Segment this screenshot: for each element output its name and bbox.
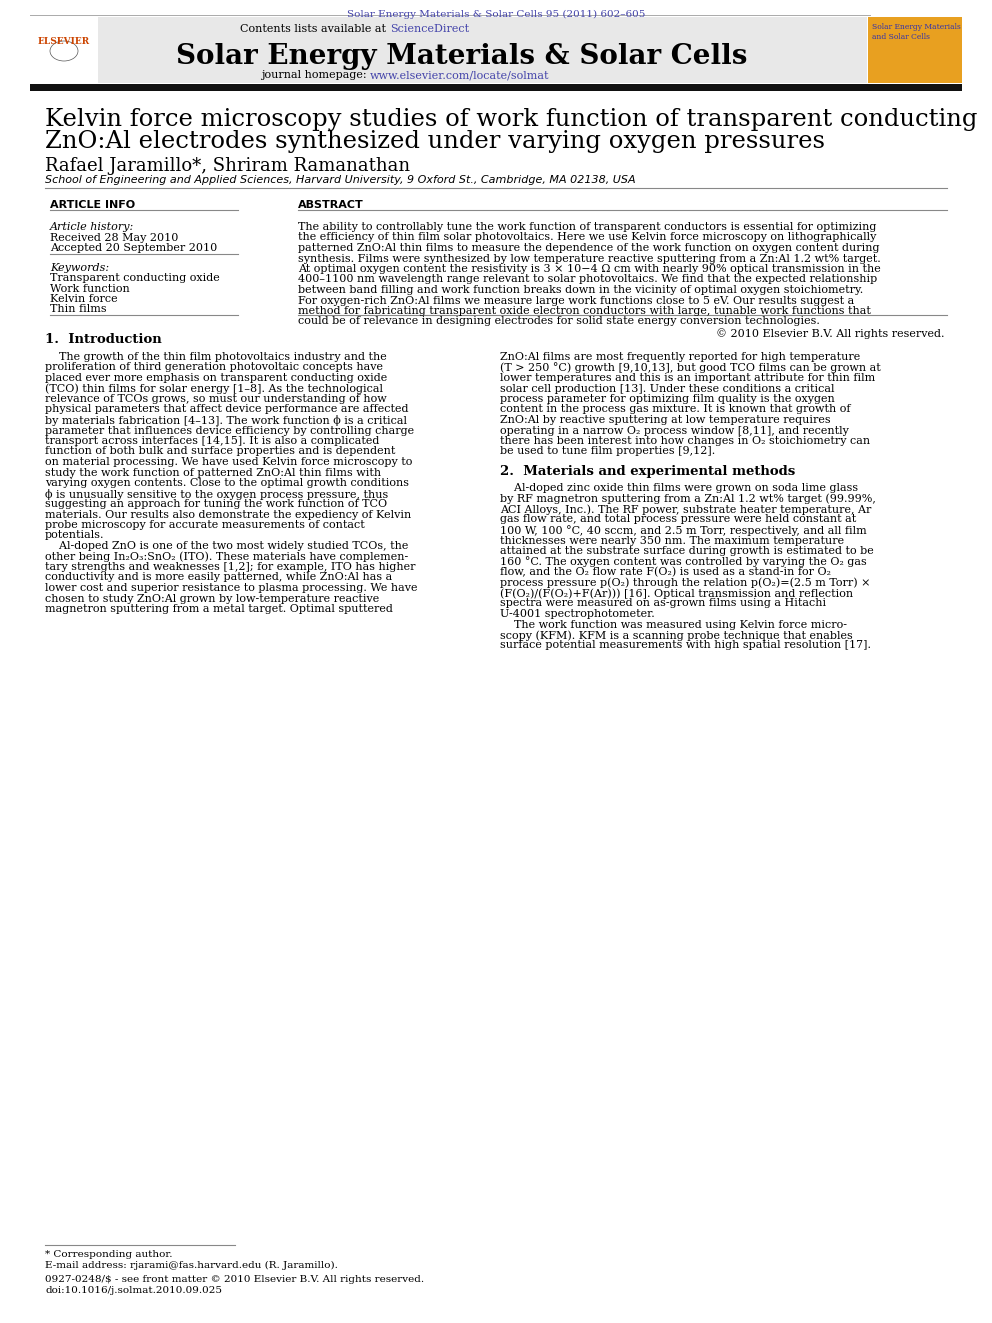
Text: 160 °C. The oxygen content was controlled by varying the O₂ gas: 160 °C. The oxygen content was controlle… xyxy=(500,557,867,568)
Text: be used to tune film properties [9,12].: be used to tune film properties [9,12]. xyxy=(500,446,715,456)
Text: Kelvin force microscopy studies of work function of transparent conducting: Kelvin force microscopy studies of work … xyxy=(45,108,977,131)
Text: Keywords:: Keywords: xyxy=(50,263,109,273)
Text: between band filling and work function breaks down in the vicinity of optimal ox: between band filling and work function b… xyxy=(298,284,863,295)
Text: Transparent conducting oxide: Transparent conducting oxide xyxy=(50,273,220,283)
Text: physical parameters that affect device performance are affected: physical parameters that affect device p… xyxy=(45,405,409,414)
Text: 0927-0248/$ - see front matter © 2010 Elsevier B.V. All rights reserved.: 0927-0248/$ - see front matter © 2010 El… xyxy=(45,1275,425,1285)
Text: Al-doped ZnO is one of the two most widely studied TCOs, the: Al-doped ZnO is one of the two most wide… xyxy=(45,541,409,550)
Text: The growth of the thin film photovoltaics industry and the: The growth of the thin film photovoltaic… xyxy=(45,352,387,363)
Text: chosen to study ZnO:Al grown by low-temperature reactive: chosen to study ZnO:Al grown by low-temp… xyxy=(45,594,379,603)
Text: conductivity and is more easily patterned, while ZnO:Al has a: conductivity and is more easily patterne… xyxy=(45,573,392,582)
Text: Solar Energy Materials
and Solar Cells: Solar Energy Materials and Solar Cells xyxy=(872,22,961,41)
Text: 1.  Introduction: 1. Introduction xyxy=(45,333,162,347)
Text: ZnO:Al by reactive sputtering at low temperature requires: ZnO:Al by reactive sputtering at low tem… xyxy=(500,415,830,425)
Text: Kelvin force: Kelvin force xyxy=(50,294,118,304)
Text: (TCO) thin films for solar energy [1–8]. As the technological: (TCO) thin films for solar energy [1–8].… xyxy=(45,384,383,394)
Text: probe microscopy for accurate measurements of contact: probe microscopy for accurate measuremen… xyxy=(45,520,365,531)
Bar xyxy=(57,17,867,83)
Text: (F(O₂)/(F(O₂)+F(Ar))) [16]. Optical transmission and reflection: (F(O₂)/(F(O₂)+F(Ar))) [16]. Optical tran… xyxy=(500,587,853,598)
Text: (T > 250 °C) growth [9,10,13], but good TCO films can be grown at: (T > 250 °C) growth [9,10,13], but good … xyxy=(500,363,881,373)
Text: thicknesses were nearly 350 nm. The maximum temperature: thicknesses were nearly 350 nm. The maxi… xyxy=(500,536,844,545)
Text: operating in a narrow O₂ process window [8,11], and recently: operating in a narrow O₂ process window … xyxy=(500,426,849,435)
Text: Rafael Jaramillo*, Shriram Ramanathan: Rafael Jaramillo*, Shriram Ramanathan xyxy=(45,157,410,175)
Text: ACI Alloys, Inc.). The RF power, substrate heater temperature, Ar: ACI Alloys, Inc.). The RF power, substra… xyxy=(500,504,871,515)
Text: magnetron sputtering from a metal target. Optimal sputtered: magnetron sputtering from a metal target… xyxy=(45,605,393,614)
Text: journal homepage:: journal homepage: xyxy=(261,70,370,79)
Text: function of both bulk and surface properties and is dependent: function of both bulk and surface proper… xyxy=(45,446,396,456)
Text: synthesis. Films were synthesized by low temperature reactive sputtering from a : synthesis. Films were synthesized by low… xyxy=(298,254,881,263)
Text: on material processing. We have used Kelvin force microscopy to: on material processing. We have used Kel… xyxy=(45,456,413,467)
Text: patterned ZnO:Al thin films to measure the dependence of the work function on ox: patterned ZnO:Al thin films to measure t… xyxy=(298,243,880,253)
Text: The ability to controllably tune the work function of transparent conductors is : The ability to controllably tune the wor… xyxy=(298,222,876,232)
Text: School of Engineering and Applied Sciences, Harvard University, 9 Oxford St., Ca: School of Engineering and Applied Scienc… xyxy=(45,175,636,185)
Text: varying oxygen contents. Close to the optimal growth conditions: varying oxygen contents. Close to the op… xyxy=(45,478,409,488)
Text: Thin films: Thin films xyxy=(50,304,106,315)
Text: tary strengths and weaknesses [1,2]; for example, ITO has higher: tary strengths and weaknesses [1,2]; for… xyxy=(45,562,416,572)
Text: At optimal oxygen content the resistivity is 3 × 10−4 Ω cm with nearly 90% optic: At optimal oxygen content the resistivit… xyxy=(298,265,881,274)
Text: ELSEVIER: ELSEVIER xyxy=(38,37,90,46)
Text: there has been interest into how changes in O₂ stoichiometry can: there has been interest into how changes… xyxy=(500,437,870,446)
Text: lower cost and superior resistance to plasma processing. We have: lower cost and superior resistance to pl… xyxy=(45,583,418,593)
Text: 2.  Materials and experimental methods: 2. Materials and experimental methods xyxy=(500,464,796,478)
Text: potentials.: potentials. xyxy=(45,531,104,541)
Text: scopy (KFM). KFM is a scanning probe technique that enables: scopy (KFM). KFM is a scanning probe tec… xyxy=(500,630,853,640)
Text: For oxygen-rich ZnO:Al films we measure large work functions close to 5 eV. Our : For oxygen-rich ZnO:Al films we measure … xyxy=(298,295,854,306)
Text: ϕ is unusually sensitive to the oxygen process pressure, thus: ϕ is unusually sensitive to the oxygen p… xyxy=(45,488,388,500)
Text: proliferation of third generation photovoltaic concepts have: proliferation of third generation photov… xyxy=(45,363,383,373)
Text: U-4001 spectrophotometer.: U-4001 spectrophotometer. xyxy=(500,609,655,619)
Text: flow, and the O₂ flow rate F(O₂) is used as a stand-in for O₂: flow, and the O₂ flow rate F(O₂) is used… xyxy=(500,568,831,577)
Text: method for fabricating transparent oxide electron conductors with large, tunable: method for fabricating transparent oxide… xyxy=(298,306,871,316)
Text: transport across interfaces [14,15]. It is also a complicated: transport across interfaces [14,15]. It … xyxy=(45,437,379,446)
Text: the efficiency of thin film solar photovoltaics. Here we use Kelvin force micros: the efficiency of thin film solar photov… xyxy=(298,233,876,242)
Text: relevance of TCOs grows, so must our understanding of how: relevance of TCOs grows, so must our und… xyxy=(45,394,387,404)
Bar xyxy=(868,17,962,83)
Text: The work function was measured using Kelvin force micro-: The work function was measured using Kel… xyxy=(500,619,847,630)
Text: process parameter for optimizing film quality is the oxygen: process parameter for optimizing film qu… xyxy=(500,394,834,404)
Text: other being In₂O₃:SnO₂ (ITO). These materials have complemen-: other being In₂O₃:SnO₂ (ITO). These mate… xyxy=(45,552,409,562)
Text: gas flow rate, and total process pressure were held constant at: gas flow rate, and total process pressur… xyxy=(500,515,856,524)
Text: placed ever more emphasis on transparent conducting oxide: placed ever more emphasis on transparent… xyxy=(45,373,387,382)
Text: content in the process gas mixture. It is known that growth of: content in the process gas mixture. It i… xyxy=(500,405,850,414)
Text: Received 28 May 2010: Received 28 May 2010 xyxy=(50,233,179,243)
Text: ARTICLE INFO: ARTICLE INFO xyxy=(50,200,135,210)
Text: study the work function of patterned ZnO:Al thin films with: study the work function of patterned ZnO… xyxy=(45,467,381,478)
Text: process pressure p(O₂) through the relation p(O₂)=(2.5 m Torr) ×: process pressure p(O₂) through the relat… xyxy=(500,578,871,587)
Text: solar cell production [13]. Under these conditions a critical: solar cell production [13]. Under these … xyxy=(500,384,834,393)
Text: lower temperatures and this is an important attribute for thin film: lower temperatures and this is an import… xyxy=(500,373,875,382)
Text: Solar Energy Materials & Solar Cells 95 (2011) 602–605: Solar Energy Materials & Solar Cells 95 … xyxy=(347,11,645,19)
Text: suggesting an approach for tuning the work function of TCO: suggesting an approach for tuning the wo… xyxy=(45,499,387,509)
Text: ScienceDirect: ScienceDirect xyxy=(390,24,469,34)
Text: ZnO:Al films are most frequently reported for high temperature: ZnO:Al films are most frequently reporte… xyxy=(500,352,860,363)
Text: parameter that influences device efficiency by controlling charge: parameter that influences device efficie… xyxy=(45,426,414,435)
Bar xyxy=(30,83,962,91)
Text: www.elsevier.com/locate/solmat: www.elsevier.com/locate/solmat xyxy=(370,70,550,79)
Text: materials. Our results also demonstrate the expediency of Kelvin: materials. Our results also demonstrate … xyxy=(45,509,412,520)
Text: Contents lists available at: Contents lists available at xyxy=(240,24,390,34)
Text: ZnO:Al electrodes synthesized under varying oxygen pressures: ZnO:Al electrodes synthesized under vary… xyxy=(45,130,825,153)
Text: Article history:: Article history: xyxy=(50,222,134,232)
Text: 400–1100 nm wavelength range relevant to solar photovoltaics. We find that the e: 400–1100 nm wavelength range relevant to… xyxy=(298,274,877,284)
Text: ABSTRACT: ABSTRACT xyxy=(298,200,364,210)
Text: attained at the substrate surface during growth is estimated to be: attained at the substrate surface during… xyxy=(500,546,874,556)
Text: E-mail address: rjarami@fas.harvard.edu (R. Jaramillo).: E-mail address: rjarami@fas.harvard.edu … xyxy=(45,1261,338,1270)
Text: surface potential measurements with high spatial resolution [17].: surface potential measurements with high… xyxy=(500,640,871,651)
Bar xyxy=(30,17,98,83)
Text: © 2010 Elsevier B.V. All rights reserved.: © 2010 Elsevier B.V. All rights reserved… xyxy=(716,328,945,339)
Text: Al-doped zinc oxide thin films were grown on soda lime glass: Al-doped zinc oxide thin films were grow… xyxy=(500,483,858,493)
Text: Work function: Work function xyxy=(50,283,130,294)
Text: * Corresponding author.: * Corresponding author. xyxy=(45,1250,173,1259)
Text: Solar Energy Materials & Solar Cells: Solar Energy Materials & Solar Cells xyxy=(177,44,748,70)
Text: Accepted 20 September 2010: Accepted 20 September 2010 xyxy=(50,243,217,253)
Text: by RF magnetron sputtering from a Zn:Al 1.2 wt% target (99.99%,: by RF magnetron sputtering from a Zn:Al … xyxy=(500,493,876,504)
Text: spectra were measured on as-grown films using a Hitachi: spectra were measured on as-grown films … xyxy=(500,598,826,609)
Text: 100 W, 100 °C, 40 sccm, and 2.5 m Torr, respectively, and all film: 100 W, 100 °C, 40 sccm, and 2.5 m Torr, … xyxy=(500,525,867,536)
Text: could be of relevance in designing electrodes for solid state energy conversion : could be of relevance in designing elect… xyxy=(298,316,819,327)
Text: doi:10.1016/j.solmat.2010.09.025: doi:10.1016/j.solmat.2010.09.025 xyxy=(45,1286,222,1295)
Text: by materials fabrication [4–13]. The work function ϕ is a critical: by materials fabrication [4–13]. The wor… xyxy=(45,415,407,426)
